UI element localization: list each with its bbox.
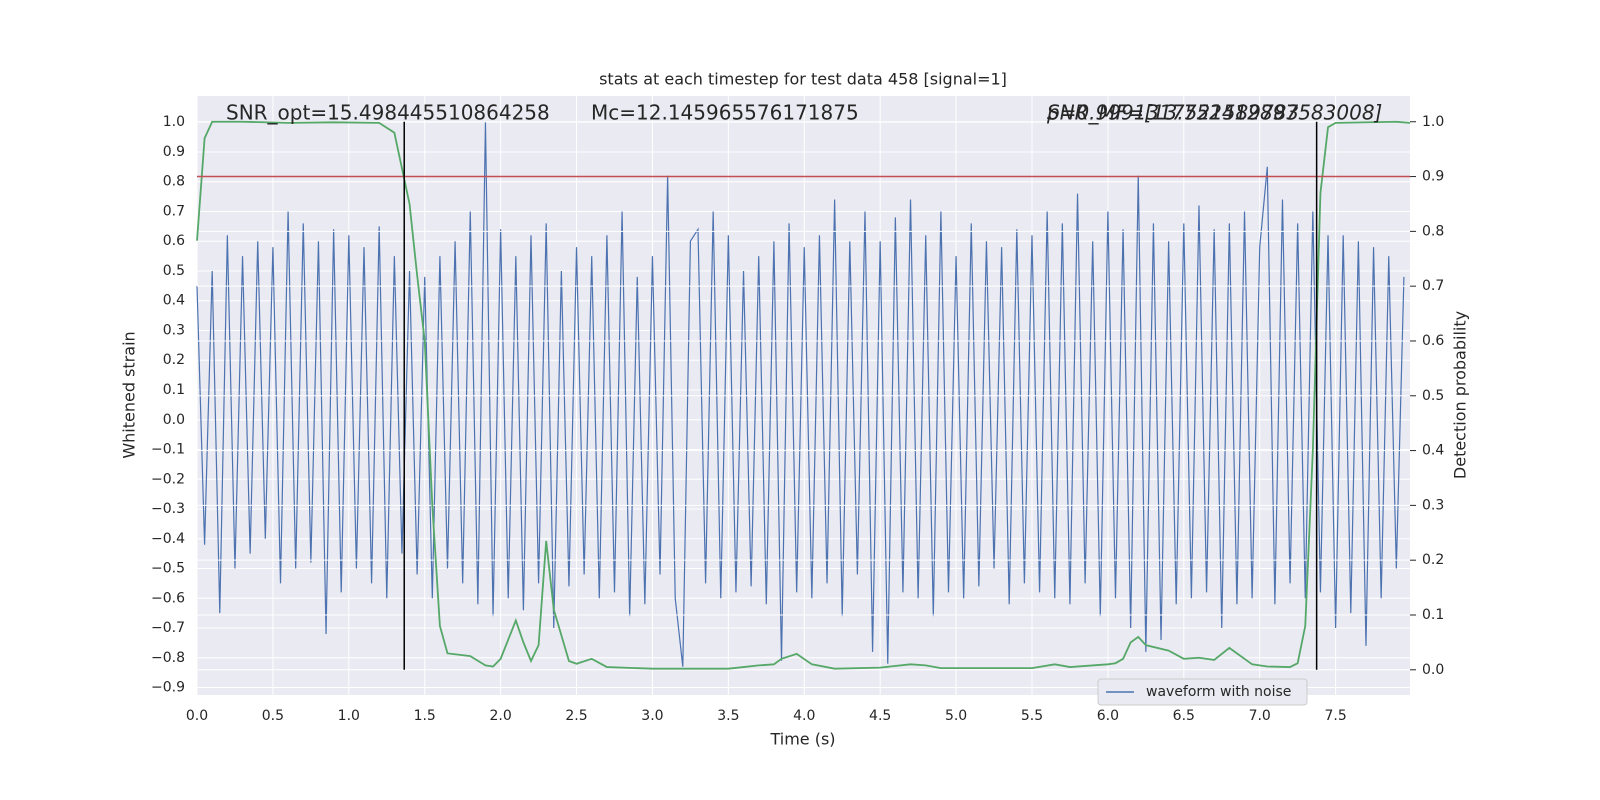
x-tick-label: 1.5 <box>414 708 436 724</box>
x-axis-label: Time (s) <box>769 730 835 749</box>
y2-tick-label: 0.3 <box>1422 497 1444 513</box>
chart-title: stats at each timestep for test data 458… <box>599 70 1007 89</box>
x-tick-label: 7.5 <box>1324 708 1346 724</box>
y2-tick-label: 0.5 <box>1422 388 1444 404</box>
x-tick-label: 3.0 <box>641 708 663 724</box>
y-tick-label: −0.2 <box>151 471 185 487</box>
annotation: p=0.9991317521589783 <box>1046 101 1299 125</box>
y-tick-label: −0.5 <box>151 561 185 577</box>
y-tick-label: −0.4 <box>151 531 185 547</box>
series-line <box>196 120 1411 670</box>
x-tick-label: 6.0 <box>1097 708 1119 724</box>
x-tick-label: 0.5 <box>262 708 284 724</box>
legend: waveform with noise <box>1097 678 1308 706</box>
x-tick-label: 6.5 <box>1173 708 1195 724</box>
y-tick-label: 0.6 <box>163 233 185 249</box>
y-tick-label: 0.3 <box>163 322 185 338</box>
y-tick-label: −0.7 <box>151 620 185 636</box>
y-tick-label: 1.0 <box>163 114 185 130</box>
y2-axis-label: Detection probability <box>1451 311 1470 479</box>
y-tick-label: −0.3 <box>151 501 185 517</box>
y2-tick-label: 0.0 <box>1422 662 1444 678</box>
x-tick-label: 4.5 <box>869 708 891 724</box>
x-tick-label: 5.5 <box>1021 708 1043 724</box>
y-tick-label: −0.8 <box>151 650 185 666</box>
y2-tick-label: 0.8 <box>1422 223 1444 239</box>
legend-label: waveform with noise <box>1146 684 1291 700</box>
annotation: SNR_opt=15.498445510864258 <box>226 101 550 125</box>
y-axis-label: Whitened strain <box>120 331 139 458</box>
y2-tick-label: 0.4 <box>1422 443 1444 459</box>
waveform-layer <box>196 122 1405 667</box>
y-tick-label: −0.6 <box>151 590 185 606</box>
x-tick-label: 7.0 <box>1249 708 1271 724</box>
y-tick-label: 0.7 <box>163 203 185 219</box>
x-tick-label: 5.0 <box>945 708 967 724</box>
y-tick-label: 0.1 <box>163 382 185 398</box>
front-layer <box>196 120 1411 671</box>
y2-tick-label: 0.6 <box>1422 333 1444 349</box>
y2-tick-label: 0.9 <box>1422 169 1444 185</box>
y-tick-label: 0.0 <box>163 412 185 428</box>
legend-box <box>1097 678 1308 706</box>
y2-tick-label: 0.7 <box>1422 278 1444 294</box>
y-tick-label: 0.2 <box>163 352 185 368</box>
y-tick-label: −0.9 <box>151 680 185 696</box>
y2-tick-label: 0.1 <box>1422 607 1444 623</box>
y-tick-label: 0.8 <box>163 174 185 190</box>
x-tick-label: 3.5 <box>717 708 739 724</box>
x-tick-label: 2.5 <box>565 708 587 724</box>
y-tick-label: 0.9 <box>163 144 185 160</box>
annotation: Mc=12.145965576171875 <box>591 101 859 125</box>
x-tick-label: 1.0 <box>338 708 360 724</box>
y-tick-label: 0.4 <box>163 293 185 309</box>
annotation: SNR_MF=[13.752412897583008] <box>1047 101 1382 125</box>
series-line <box>196 122 1405 667</box>
x-tick-label: 0.0 <box>186 708 208 724</box>
x-tick-label: 2.0 <box>489 708 511 724</box>
y-tick-label: 0.5 <box>163 263 185 279</box>
y2-tick-label: 1.0 <box>1422 114 1444 130</box>
x-tick-label: 4.0 <box>793 708 815 724</box>
y-tick-label: −0.1 <box>151 442 185 458</box>
y2-tick-label: 0.2 <box>1422 552 1444 568</box>
